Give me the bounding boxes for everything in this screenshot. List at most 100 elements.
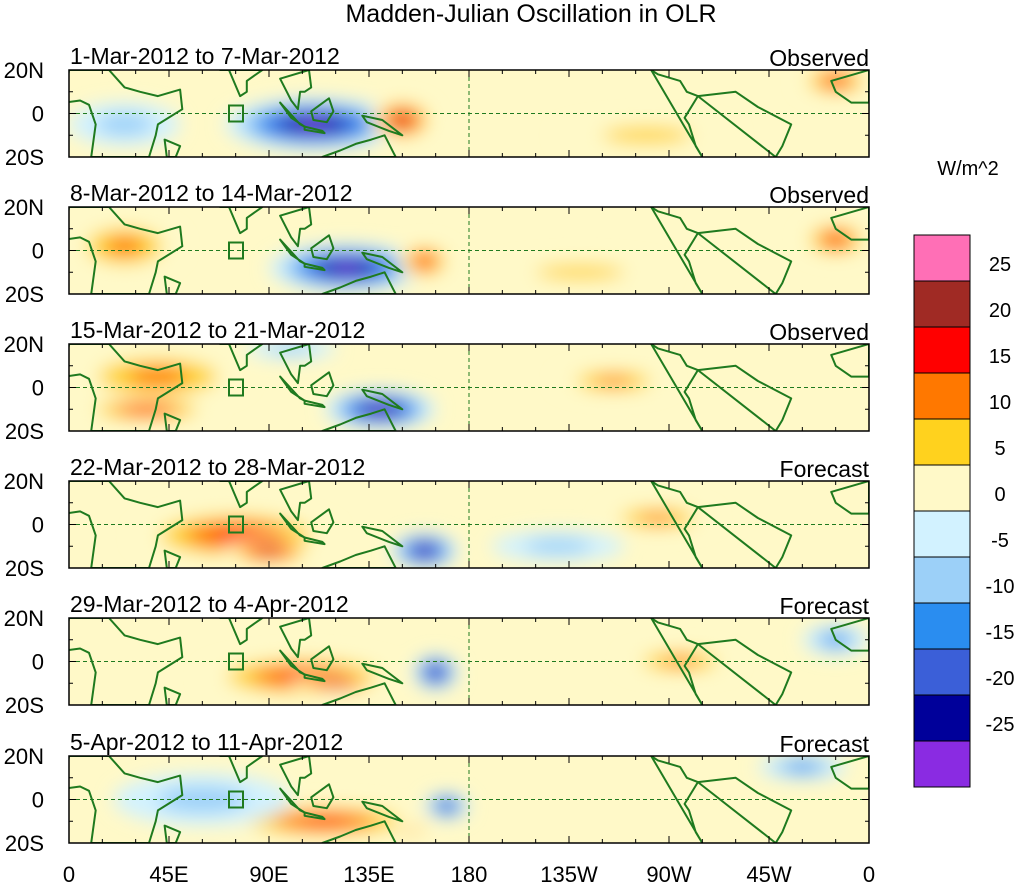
coastline	[830, 756, 869, 790]
coastline	[361, 800, 404, 823]
coastline	[69, 207, 184, 294]
anomaly-blob	[639, 513, 677, 523]
panel-date-range: 15-Mar-2012 to 21-Mar-2012	[70, 317, 365, 343]
coastline	[650, 618, 704, 705]
coastline	[361, 114, 404, 137]
coastline	[650, 70, 704, 157]
coastline	[303, 673, 326, 683]
coastline	[310, 783, 335, 810]
colorbar-level-label: 15	[989, 346, 1011, 368]
y-tick-label: 20S	[5, 693, 44, 718]
x-tick-label: 90W	[646, 862, 691, 887]
colorbar-swatch	[913, 740, 971, 788]
colorbar-level-label: -5	[991, 530, 1009, 552]
coastline	[303, 262, 326, 272]
anomaly-blob	[787, 762, 818, 772]
olr-panel: 20N 0 20S 5-Apr-2012 to 11-Apr-2012 Forecast	[4, 729, 870, 856]
anomaly-blob	[326, 681, 345, 685]
coastline	[279, 207, 313, 248]
x-tick-label: 90E	[249, 862, 288, 887]
coastline	[696, 638, 793, 705]
colorbar-level-label: 20	[989, 300, 1011, 322]
coastlines	[69, 70, 869, 157]
anomaly-blob	[827, 235, 845, 244]
panel-status: Forecast	[780, 731, 870, 757]
anomaly-blob	[260, 547, 278, 554]
colorbar-level-label: -20	[986, 668, 1015, 690]
colorbar-level-label: 0	[994, 484, 1005, 506]
colorbar-swatch	[913, 694, 971, 742]
coastline	[830, 207, 869, 241]
coastline	[219, 344, 264, 372]
coastline	[69, 344, 184, 431]
coastline	[219, 207, 264, 235]
longitude-axis: 0 45E 90E 135E 180 135W 90W 45W 0	[63, 862, 875, 887]
coastline	[219, 618, 264, 646]
y-tick-label: 20N	[4, 58, 44, 83]
panel-date-range: 5-Apr-2012 to 11-Apr-2012	[70, 729, 343, 755]
colorbar-swatch	[913, 648, 971, 696]
y-tick-label: 20S	[5, 556, 44, 581]
panel-status: Observed	[769, 182, 869, 208]
anomaly-blob	[524, 538, 592, 554]
coastline	[361, 251, 404, 274]
coastline	[830, 70, 869, 104]
anomaly-blob	[431, 669, 440, 676]
panel-status: Forecast	[780, 456, 870, 482]
coastline	[696, 364, 793, 431]
x-tick-label: 135W	[540, 862, 598, 887]
y-tick-label: 20S	[5, 145, 44, 170]
olr-panel: 20N 0 20S 29-Mar-2012 to 4-Apr-2012 Forecast	[4, 591, 870, 718]
coastline	[163, 412, 182, 431]
coastlines	[69, 756, 869, 843]
coastline	[361, 525, 404, 548]
coastline	[830, 618, 869, 652]
panel-date-range: 8-Mar-2012 to 14-Mar-2012	[70, 180, 353, 206]
coastline	[69, 481, 184, 568]
coastline	[163, 275, 182, 294]
coastline	[219, 756, 264, 784]
anomaly-blob	[594, 376, 632, 386]
colorbar-level-label: -10	[986, 576, 1015, 598]
panel-status: Observed	[769, 319, 869, 345]
colorbar-swatch	[913, 418, 971, 466]
anomaly-field	[202, 624, 869, 699]
coastline	[303, 125, 326, 135]
coastline	[650, 344, 704, 431]
panel-date-range: 29-Mar-2012 to 4-Apr-2012	[70, 591, 349, 617]
coastline	[830, 344, 869, 378]
coastline	[650, 756, 704, 843]
coastline	[830, 481, 869, 515]
reference-box	[228, 378, 244, 397]
coastline	[310, 645, 335, 672]
anomaly-blob	[128, 367, 188, 386]
coastline	[163, 138, 182, 157]
coastline	[163, 824, 182, 843]
coastline	[310, 371, 335, 398]
coastline	[303, 536, 326, 546]
anomaly-blob	[396, 116, 409, 124]
x-tick-label: 45E	[149, 862, 188, 887]
colorbar-level-label: -25	[986, 714, 1015, 736]
x-tick-label: 135E	[343, 862, 394, 887]
y-tick-label: 20N	[4, 195, 44, 220]
colorbar-swatch	[913, 556, 971, 604]
anomaly-blob	[130, 405, 164, 413]
colorbar-swatch	[913, 234, 971, 282]
colorbar-units-label: W/m^2	[937, 158, 999, 180]
y-tick-label: 0	[32, 376, 44, 401]
coastline	[310, 508, 335, 535]
coastline	[696, 776, 793, 843]
colorbar-swatch	[913, 280, 971, 328]
anomaly-blob	[535, 265, 625, 279]
olr-panel: 20N 0 20S 22-Mar-2012 to 28-Mar-2012 Forecas…	[4, 454, 870, 581]
coastline	[163, 549, 182, 568]
coastline	[219, 70, 264, 98]
colorbar-level-label: -15	[986, 622, 1015, 644]
colorbar-swatch	[913, 326, 971, 374]
y-tick-label: 0	[32, 102, 44, 127]
coastline	[310, 234, 335, 261]
panel-status: Observed	[769, 45, 869, 71]
colorbar-swatch	[913, 510, 971, 558]
colorbar-level-label: 10	[989, 392, 1011, 414]
